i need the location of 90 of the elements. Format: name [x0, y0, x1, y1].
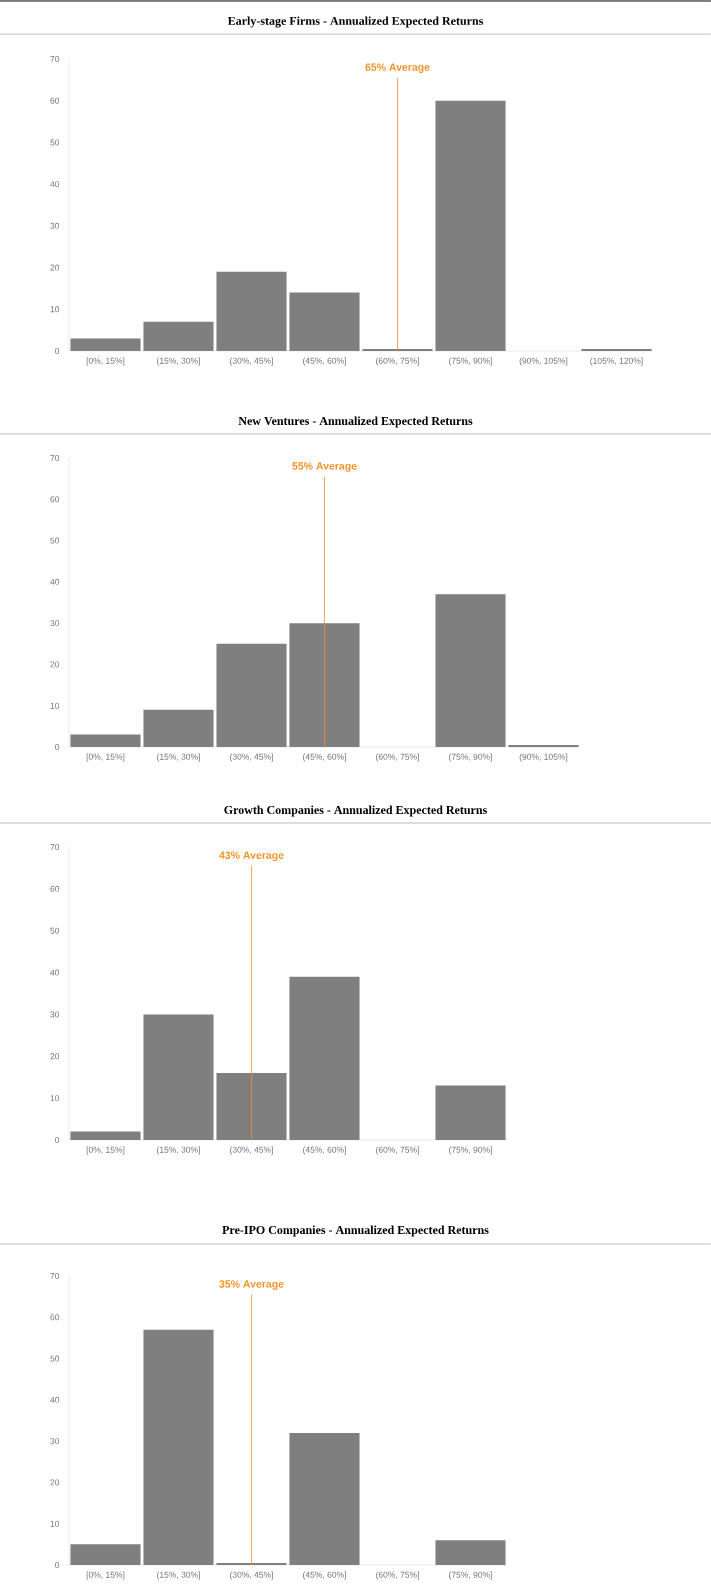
y-tick-label: 60 — [50, 1314, 60, 1321]
y-tick-label: 0 — [55, 1136, 60, 1143]
x-tick-label: (15%, 30%] — [157, 753, 200, 762]
y-tick-label: 70 — [50, 1272, 60, 1279]
bar — [289, 623, 360, 747]
bar — [508, 744, 579, 747]
chart-title: Pre-IPO Companies - Annualized Expected Returns — [222, 1225, 489, 1237]
y-tick-label: 50 — [50, 139, 60, 146]
y-tick-label: 50 — [50, 537, 60, 544]
bar — [70, 1544, 141, 1565]
y-tick-label: 10 — [50, 1095, 60, 1102]
y-tick-label: 40 — [50, 181, 60, 188]
y-tick-label: 50 — [50, 927, 60, 934]
bar — [289, 1432, 360, 1565]
bar — [216, 1073, 287, 1140]
y-tick-label: 60 — [50, 885, 60, 892]
bar — [435, 100, 506, 351]
chart-title: New Ventures - Annualized Expected Returns — [238, 416, 473, 428]
x-tick-label: (105%, 120%] — [590, 357, 643, 366]
x-tick-label: (45%, 60%] — [303, 1146, 346, 1155]
chart-title: Early-stage Firms - Annualized Expected Returns — [227, 16, 484, 28]
y-tick-label: 70 — [50, 843, 60, 850]
ref-line-label: 65% Average — [365, 63, 430, 73]
y-tick-label: 30 — [50, 620, 60, 627]
y-tick-label: 0 — [55, 743, 60, 750]
x-tick-label: (60%, 75%] — [376, 357, 419, 366]
y-tick-label: 40 — [50, 1396, 60, 1403]
ref-line-label: 35% Average — [219, 1280, 284, 1290]
ref-line-label: 55% Average — [292, 462, 357, 472]
x-tick-label: [0%, 15%] — [86, 753, 125, 762]
bar — [216, 271, 287, 351]
bar — [289, 976, 360, 1140]
y-tick-label: 30 — [50, 222, 60, 229]
x-tick-label: (15%, 30%] — [157, 1571, 200, 1580]
x-tick-label: (30%, 45%] — [230, 1571, 273, 1580]
y-tick-label: 60 — [50, 496, 60, 503]
y-tick-label: 10 — [50, 306, 60, 313]
bar — [216, 1562, 287, 1565]
y-tick-label: 30 — [50, 1438, 60, 1445]
x-tick-label: (60%, 75%] — [376, 1571, 419, 1580]
y-tick-label: 30 — [50, 1011, 60, 1018]
x-tick-label: [0%, 15%] — [86, 1571, 125, 1580]
bar — [70, 1131, 141, 1140]
bar — [435, 1085, 506, 1140]
y-tick-label: 20 — [50, 264, 60, 271]
bar — [289, 292, 360, 351]
x-tick-label: (60%, 75%] — [376, 753, 419, 762]
bar — [70, 338, 141, 351]
bar — [70, 734, 141, 747]
y-tick-label: 0 — [55, 1561, 60, 1568]
x-tick-label: (90%, 105%] — [519, 753, 568, 762]
y-tick-label: 0 — [55, 347, 60, 354]
y-tick-label: 20 — [50, 1479, 60, 1486]
x-tick-label: [0%, 15%] — [86, 357, 125, 366]
x-tick-label: (75%, 90%] — [449, 1571, 492, 1580]
y-tick-label: 70 — [50, 56, 60, 63]
bar — [143, 1014, 214, 1140]
x-tick-label: (45%, 60%] — [303, 1571, 346, 1580]
y-tick-label: 20 — [50, 661, 60, 668]
bar — [216, 643, 287, 747]
bar — [143, 321, 214, 351]
x-tick-label: (75%, 90%] — [449, 753, 492, 762]
x-tick-label: (90%, 105%] — [519, 357, 568, 366]
y-tick-label: 70 — [50, 454, 60, 461]
y-tick-label: 20 — [50, 1053, 60, 1060]
y-tick-label: 50 — [50, 1355, 60, 1362]
chart-title: Growth Companies - Annualized Expected Returns — [224, 805, 487, 817]
x-tick-label: (30%, 45%] — [230, 753, 273, 762]
y-tick-label: 10 — [50, 702, 60, 709]
y-tick-label: 10 — [50, 1520, 60, 1527]
y-tick-label: 40 — [50, 969, 60, 976]
x-tick-label: (60%, 75%] — [376, 1146, 419, 1155]
bar — [362, 348, 433, 351]
ref-line-label: 43% Average — [219, 851, 284, 862]
y-tick-label: 40 — [50, 578, 60, 585]
y-tick-label: 60 — [50, 97, 60, 104]
bar — [581, 348, 652, 351]
x-tick-label: (30%, 45%] — [230, 357, 273, 366]
bar — [435, 1540, 506, 1565]
bar — [143, 709, 214, 747]
bar — [435, 594, 506, 747]
x-tick-label: (45%, 60%] — [303, 753, 346, 762]
x-tick-label: (75%, 90%] — [449, 1146, 492, 1155]
x-tick-label: (45%, 60%] — [303, 357, 346, 366]
x-tick-label: (15%, 30%] — [157, 357, 200, 366]
x-tick-label: (30%, 45%] — [230, 1146, 273, 1155]
bar — [143, 1329, 214, 1565]
x-tick-label: (15%, 30%] — [157, 1146, 200, 1155]
x-tick-label: (75%, 90%] — [449, 357, 492, 366]
x-tick-label: [0%, 15%] — [86, 1146, 125, 1155]
